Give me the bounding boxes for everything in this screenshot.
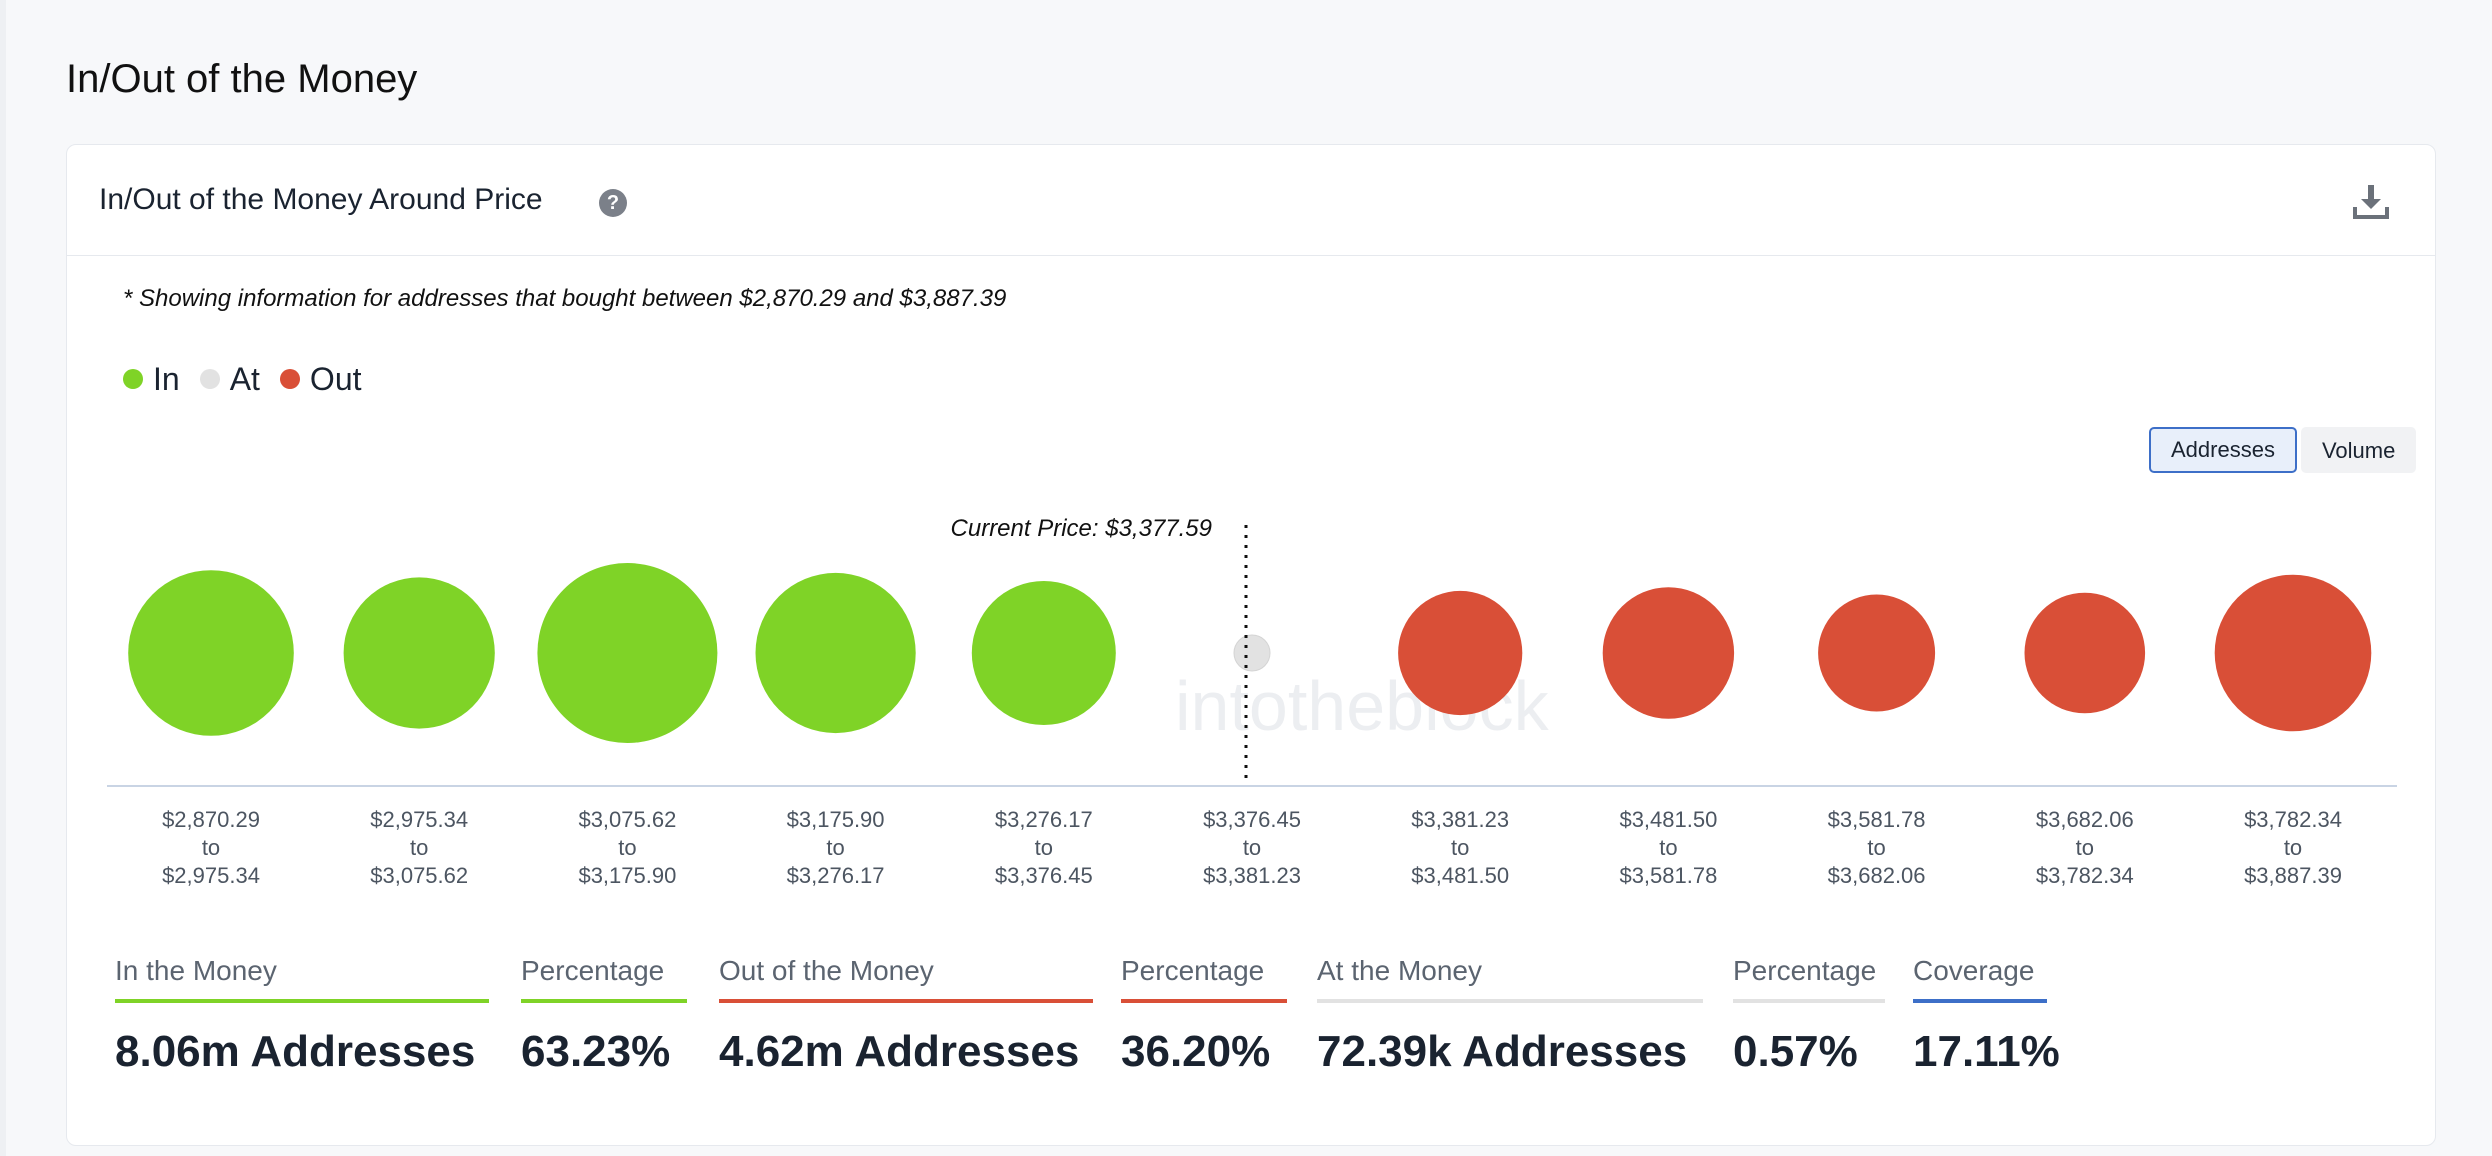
in-out-money-card: In/Out of the Money Around Price ? * Sho…: [66, 144, 2436, 1146]
x-tick-label: $3,782.34: [2036, 863, 2134, 888]
bubble-in[interactable]: [755, 572, 916, 734]
in-out-money-chart: intotheblock $2,870.29to$2,975.34$2,975.…: [107, 515, 2397, 888]
x-tick-label: $3,481.50: [1619, 807, 1717, 832]
x-tick-label: $2,870.29: [162, 807, 260, 832]
x-tick-label: $2,975.34: [162, 863, 260, 888]
legend-item-in[interactable]: In: [123, 361, 180, 398]
stat-bar-in-pct: [521, 999, 687, 1003]
bubble-at[interactable]: [1233, 634, 1271, 672]
addresses-toggle-button[interactable]: Addresses: [2149, 427, 2297, 473]
card-header: In/Out of the Money Around Price ?: [67, 145, 2435, 256]
stat-label: Percentage: [1733, 955, 1877, 986]
x-tick-label: $3,175.90: [787, 807, 885, 832]
x-tick-label: $3,075.62: [370, 863, 468, 888]
x-tick-label: to: [618, 835, 636, 860]
bubble-out[interactable]: [1818, 594, 1936, 712]
bubble-in[interactable]: [128, 570, 294, 736]
bubble-series: [128, 563, 2372, 743]
x-tick-label: $3,782.34: [2244, 807, 2342, 832]
stat-label: In the Money: [115, 955, 277, 986]
stat-out-of-the-money: Out of the Money 4.62m Addresses: [719, 951, 1093, 1077]
stat-label: Coverage: [1913, 955, 2035, 986]
x-tick-label: $2,975.34: [370, 807, 468, 832]
stat-label: At the Money: [1317, 955, 1482, 986]
x-axis-labels: $2,870.29 to $2,975.34 $2,975.34 to $3,075.62…: [162, 807, 2342, 888]
stat-value: 63.23%: [521, 1027, 671, 1076]
x-tick-label: $3,276.17: [995, 807, 1093, 832]
metric-toggle: Addresses Volume: [2149, 427, 2420, 473]
stat-value: 17.11%: [1913, 1027, 2060, 1076]
bubble-out[interactable]: [2214, 574, 2372, 732]
legend-dot-out: [279, 369, 300, 389]
stat-in-the-money: In the Money 8.06m Addresses: [115, 951, 489, 1077]
legend-label-at: At: [229, 360, 260, 397]
stat-at-percentage: Percentage 0.57%: [1733, 951, 1885, 1077]
summary-stats: In the Money 8.06m Addresses Percentage …: [115, 951, 2415, 1111]
stat-value: 0.57%: [1733, 1027, 1858, 1076]
stat-value: 4.62m Addresses: [719, 1027, 1080, 1076]
x-tick-label: to: [1867, 835, 1885, 860]
question-circle-icon[interactable]: ?: [599, 189, 627, 217]
stat-coverage: Coverage 17.11%: [1913, 951, 2060, 1077]
chart-legend: In At Out: [123, 359, 382, 399]
stat-bar-at: [1317, 999, 1703, 1003]
x-tick-label: to: [1451, 835, 1469, 860]
legend-label-out: Out: [309, 360, 362, 397]
stat-label: Out of the Money: [719, 955, 934, 986]
x-tick-label: to: [2076, 835, 2094, 860]
stat-value: 36.20%: [1121, 1027, 1271, 1076]
stat-bar-out: [719, 999, 1093, 1003]
bubble-out[interactable]: [1398, 590, 1523, 716]
x-tick-label: to: [826, 835, 844, 860]
x-tick-label: $3,075.62: [578, 807, 676, 832]
download-icon[interactable]: [2351, 181, 2391, 221]
legend-dot-in: [123, 369, 143, 389]
legend-item-out[interactable]: Out: [279, 360, 362, 398]
x-tick-label: to: [1243, 835, 1261, 860]
x-tick-label: to: [1659, 835, 1677, 860]
x-tick-label: $3,481.50: [1411, 863, 1509, 888]
stat-bar-coverage: [1913, 999, 2047, 1003]
x-tick-label: to: [410, 835, 428, 860]
bubble-out[interactable]: [2024, 592, 2146, 714]
x-tick-label: $3,376.45: [995, 863, 1093, 888]
legend-label-in: In: [153, 360, 180, 397]
volume-toggle-button[interactable]: Volume: [2300, 427, 2417, 473]
page-title: In/Out of the Money: [66, 56, 418, 101]
x-tick-label: $3,175.90: [578, 863, 676, 888]
legend-item-at[interactable]: At: [199, 360, 260, 398]
stat-at-the-money: At the Money 72.39k Addresses: [1317, 951, 1703, 1077]
x-tick-label: $3,887.39: [2244, 863, 2342, 888]
x-tick-label: to: [2284, 835, 2302, 860]
bubble-in[interactable]: [971, 581, 1116, 725]
bubble-out[interactable]: [1602, 587, 1735, 719]
x-tick-label: $3,581.78: [1619, 863, 1717, 888]
x-tick-label: $3,581.78: [1828, 807, 1926, 832]
stat-value: 72.39k Addresses: [1317, 1027, 1688, 1076]
stat-in-percentage: Percentage 63.23%: [521, 951, 687, 1077]
stat-label: Percentage: [521, 955, 665, 986]
x-tick-label: $3,376.45: [1203, 807, 1301, 832]
bubble-in[interactable]: [537, 563, 718, 743]
x-tick-label: to: [202, 835, 220, 860]
x-tick-label: $3,682.06: [1828, 863, 1926, 888]
x-tick-label: $3,682.06: [2036, 807, 2134, 832]
x-tick-label: $3,381.23: [1203, 863, 1301, 888]
stat-bar-in: [115, 999, 489, 1003]
current-price-label: Current Price: $3,377.59: [951, 515, 1212, 542]
legend-dot-at: [199, 369, 220, 389]
x-tick-label: $3,276.17: [787, 863, 885, 888]
x-tick-label: to: [1035, 835, 1053, 860]
stat-out-percentage: Percentage 36.20%: [1121, 951, 1287, 1077]
card-title: In/Out of the Money Around Price: [99, 183, 543, 216]
bubble-in[interactable]: [343, 577, 495, 729]
stat-bar-out-pct: [1121, 999, 1287, 1003]
range-note: * Showing information for addresses that…: [123, 285, 1007, 312]
stat-label: Percentage: [1121, 955, 1265, 986]
stat-bar-at-pct: [1733, 999, 1885, 1003]
x-tick-label: $3,381.23: [1411, 807, 1509, 832]
stat-value: 8.06m Addresses: [115, 1027, 476, 1076]
left-edge-strip: [0, 0, 6, 1156]
